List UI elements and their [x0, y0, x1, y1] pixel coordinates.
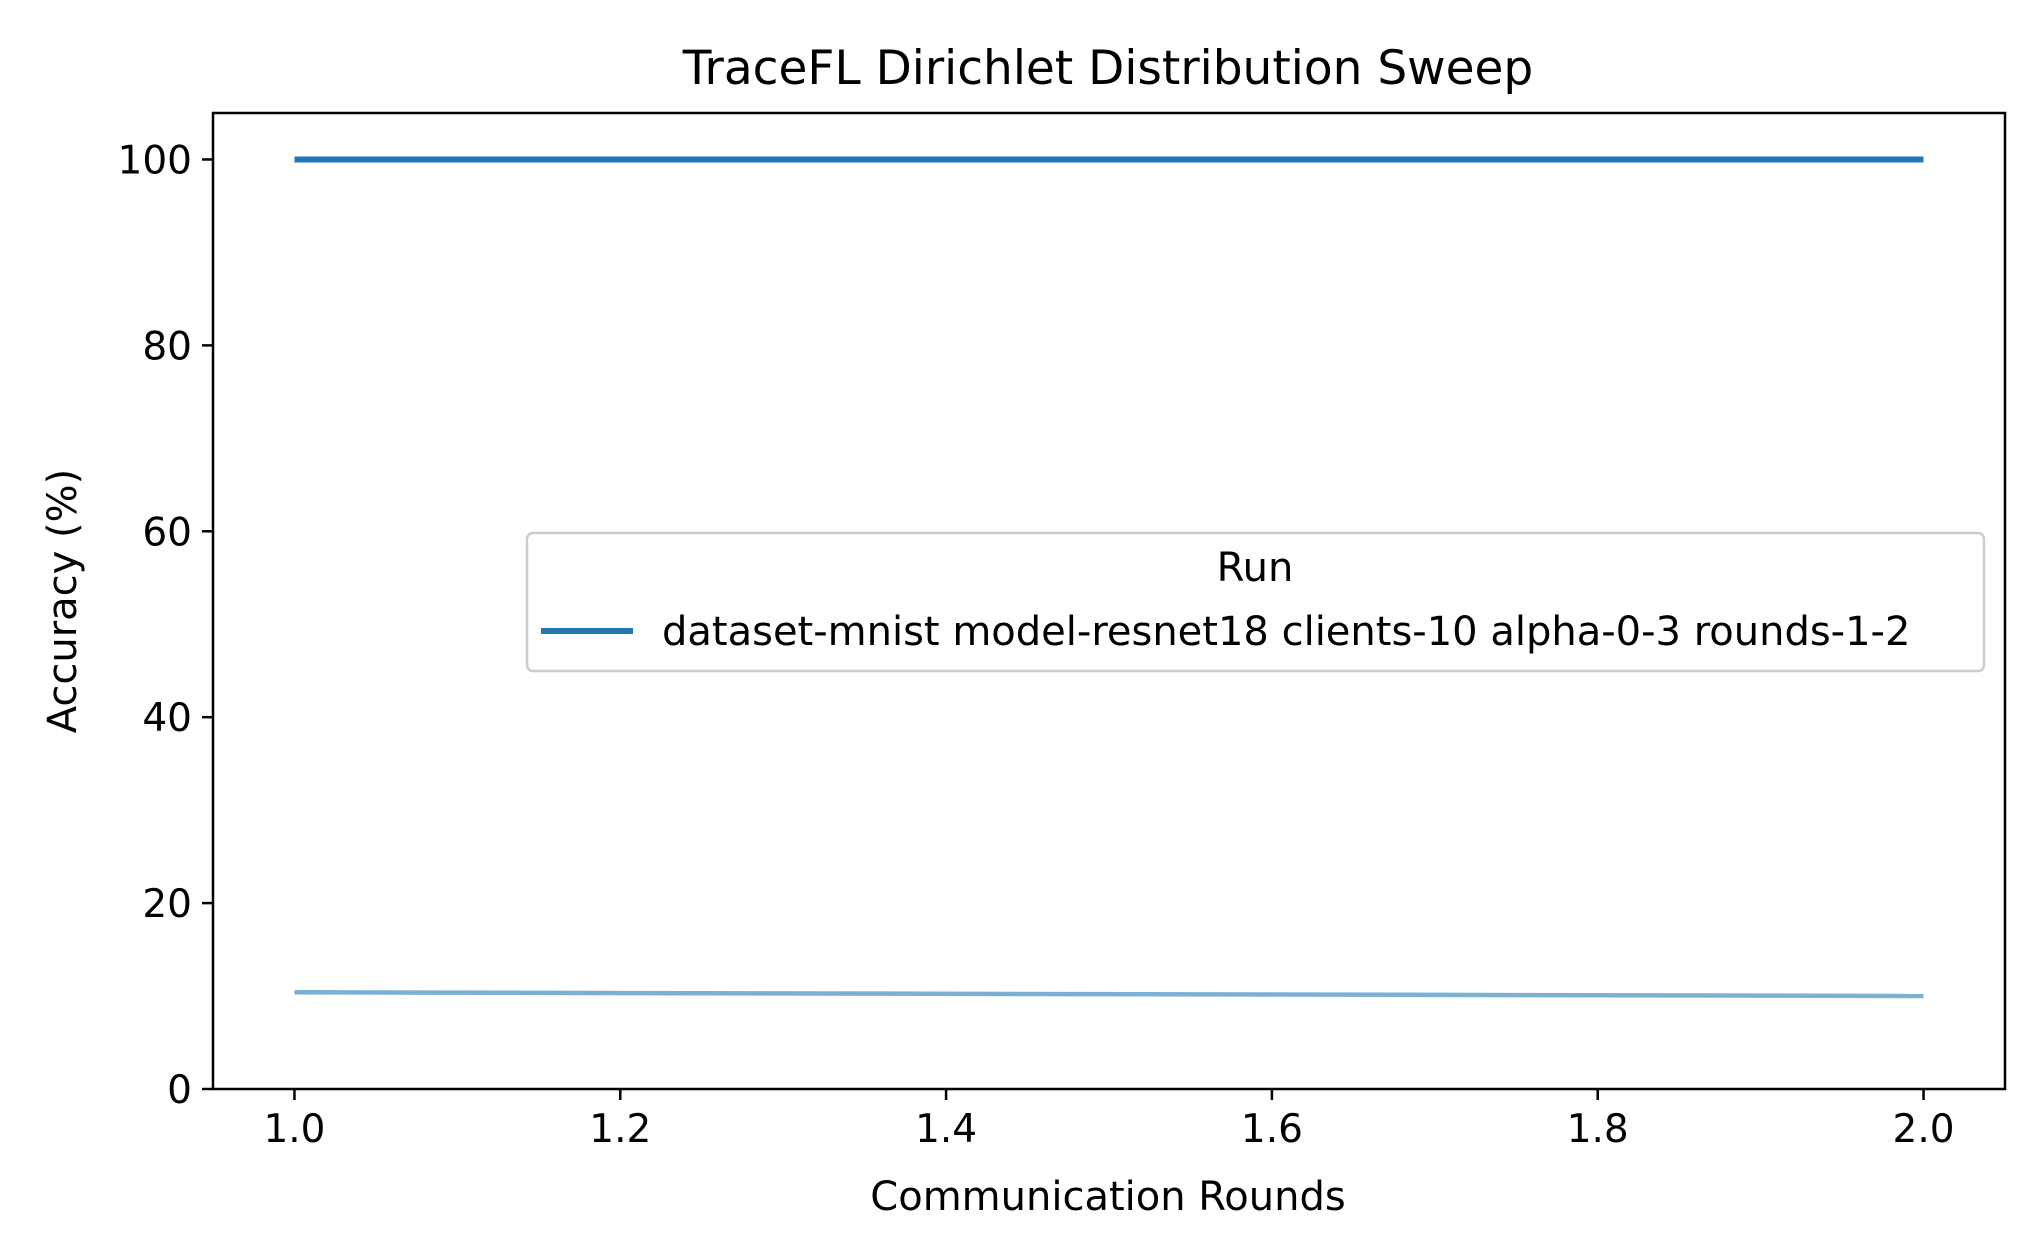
x-tick-label: 1.4: [915, 1107, 977, 1152]
legend-title: Run: [1217, 545, 1294, 591]
y-tick-label: 100: [118, 138, 192, 183]
x-tick-label: 2.0: [1893, 1107, 1955, 1152]
y-tick-label: 60: [142, 510, 192, 555]
x-tick-label: 1.2: [589, 1107, 651, 1152]
y-tick-label: 40: [142, 696, 192, 741]
chart-title: TraceFL Dirichlet Distribution Sweep: [682, 41, 1534, 96]
x-axis-ticks: 1.0 1.2 1.4 1.6 1.8 2.0: [263, 1089, 1955, 1152]
series-line-2: [294, 990, 1924, 999]
x-tick-label: 1.6: [1241, 1107, 1303, 1152]
y-axis-label: Accuracy (%): [40, 469, 86, 734]
legend-label: dataset-mnist model-resnet18 clients-10 …: [662, 609, 1910, 655]
x-axis-label: Communication Rounds: [870, 1174, 1345, 1220]
y-tick-label: 20: [142, 882, 192, 927]
y-tick-label: 0: [167, 1068, 192, 1113]
legend: Run dataset-mnist model-resnet18 clients…: [525, 531, 1986, 673]
y-axis-ticks: 0 20 40 60 80 100: [118, 138, 213, 1113]
plot-area-frame: [211, 111, 2007, 1091]
y-tick-label: 80: [142, 324, 192, 369]
x-tick-label: 1.8: [1567, 1107, 1629, 1152]
series-layer: [294, 156, 1924, 999]
legend-frame: [525, 531, 1986, 673]
x-tick-label: 1.0: [263, 1107, 325, 1152]
